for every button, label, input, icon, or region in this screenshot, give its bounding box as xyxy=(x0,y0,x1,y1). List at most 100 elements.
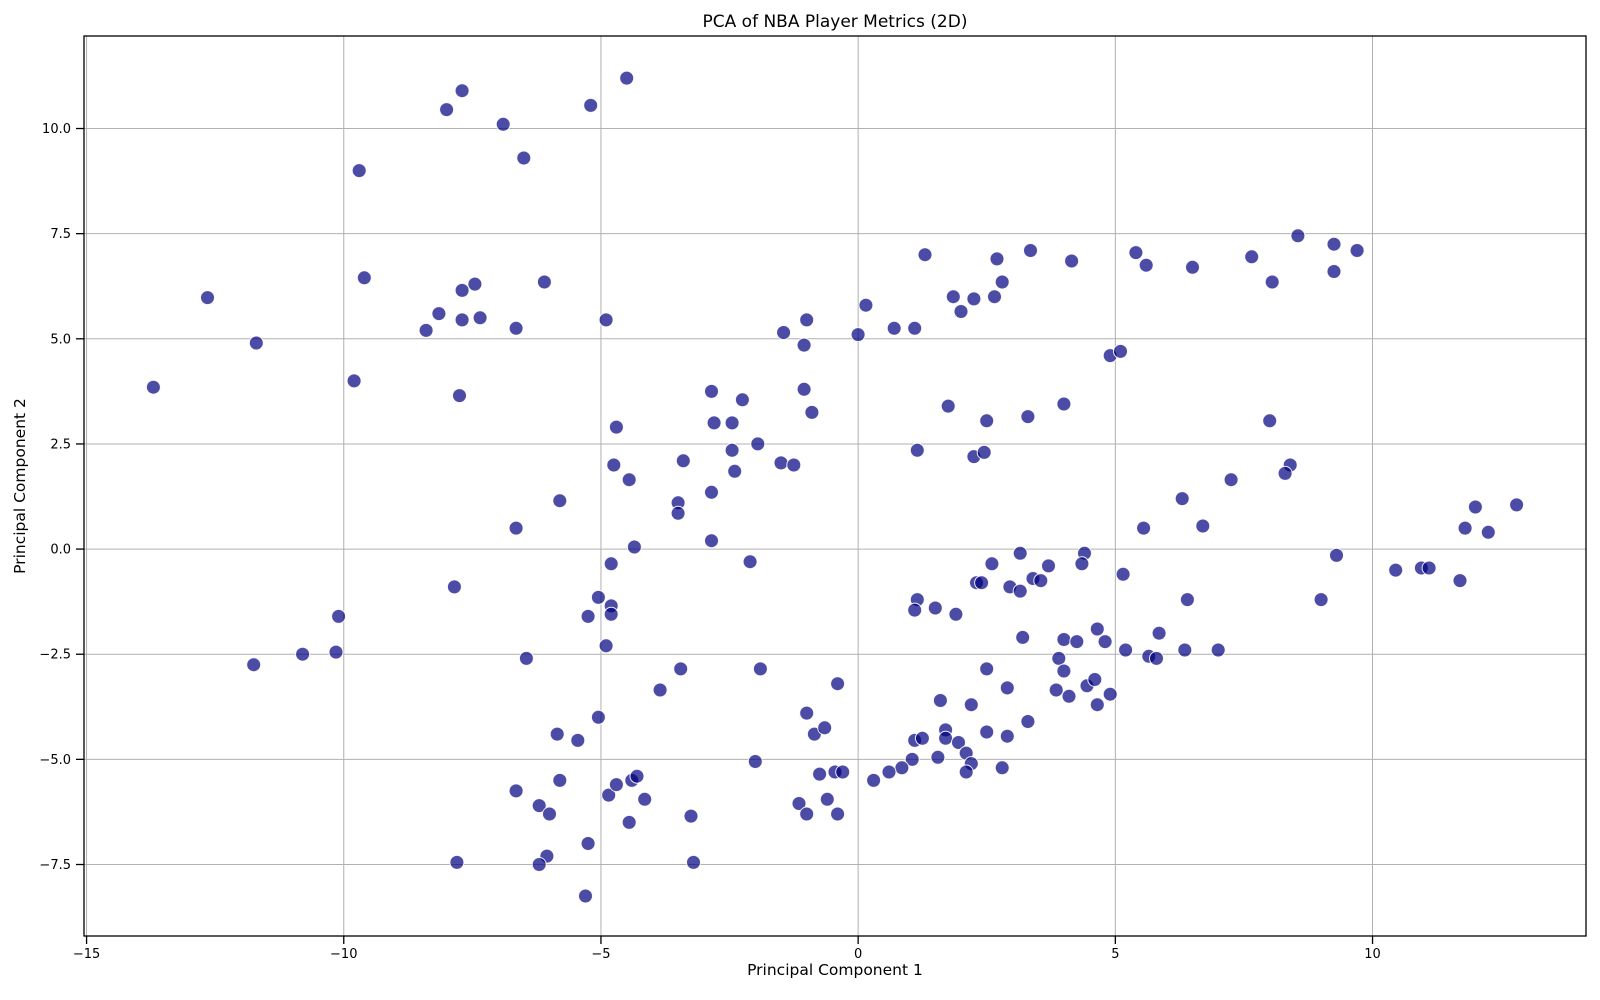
data-point xyxy=(1179,592,1195,608)
data-point xyxy=(773,455,789,471)
data-point xyxy=(598,312,614,328)
data-point xyxy=(917,247,933,263)
data-point xyxy=(1480,524,1496,540)
data-point xyxy=(1149,650,1164,666)
data-point xyxy=(531,798,547,814)
data-point xyxy=(637,791,653,807)
y-tick-label: 5.0 xyxy=(50,332,71,347)
data-point xyxy=(858,297,874,313)
data-point xyxy=(881,764,897,780)
data-point xyxy=(608,777,624,793)
data-point xyxy=(1056,632,1072,647)
data-point xyxy=(704,383,719,399)
data-point xyxy=(976,444,992,460)
data-point xyxy=(799,312,815,328)
x-tick-label: −15 xyxy=(73,947,100,962)
data-point xyxy=(580,836,596,851)
y-tick-label: 7.5 xyxy=(50,227,71,242)
data-point xyxy=(979,661,995,677)
data-point xyxy=(1097,634,1113,650)
data-point xyxy=(752,661,768,677)
data-point xyxy=(1069,634,1085,650)
scatter-points xyxy=(145,70,1525,904)
data-point xyxy=(948,606,964,622)
data-point xyxy=(1421,560,1437,576)
data-point xyxy=(601,787,617,803)
data-point xyxy=(1467,499,1483,515)
data-point xyxy=(328,644,344,660)
data-point xyxy=(742,554,758,570)
data-point xyxy=(549,726,565,742)
data-point xyxy=(734,392,750,408)
data-point xyxy=(776,325,792,340)
data-point xyxy=(804,404,820,420)
data-point xyxy=(495,116,511,132)
data-point xyxy=(1012,545,1028,561)
data-point xyxy=(984,556,1000,572)
axis-tick-labels: −15 −10 −5 0 5 10 −7.5 −5.0 −2.5 0.0 2.5 5.0 7.5 10.0 xyxy=(39,122,1380,962)
data-point xyxy=(927,600,943,616)
data-point xyxy=(1244,249,1260,265)
data-point xyxy=(1056,396,1072,412)
data-point xyxy=(796,381,812,397)
data-point xyxy=(439,102,455,118)
data-point xyxy=(994,274,1010,290)
data-point xyxy=(974,575,990,591)
data-point xyxy=(356,270,372,286)
data-point xyxy=(467,276,483,292)
plot-border xyxy=(83,35,1587,937)
data-point xyxy=(454,282,470,298)
data-point xyxy=(706,415,722,431)
data-point xyxy=(1061,688,1077,704)
data-point xyxy=(830,806,846,822)
data-point xyxy=(536,274,552,290)
y-tick-label: −5.0 xyxy=(39,753,71,768)
data-point xyxy=(1138,257,1154,273)
data-point xyxy=(724,415,740,431)
data-point xyxy=(248,335,264,351)
data-point xyxy=(979,724,995,740)
data-point xyxy=(1020,714,1036,729)
data-point xyxy=(1151,625,1167,641)
data-point xyxy=(331,608,347,624)
data-point xyxy=(938,730,954,746)
data-point xyxy=(652,682,668,698)
data-point xyxy=(1056,663,1072,679)
data-point xyxy=(1048,682,1064,698)
data-point xyxy=(994,760,1010,776)
data-point xyxy=(531,857,547,872)
data-point xyxy=(583,97,599,113)
data-point xyxy=(786,457,802,473)
data-point xyxy=(850,327,866,343)
data-point xyxy=(452,388,467,404)
data-point xyxy=(145,379,161,395)
x-tick-label: −10 xyxy=(330,947,357,962)
x-tick-label: 5 xyxy=(1111,947,1119,962)
data-point xyxy=(1020,409,1036,425)
data-point xyxy=(1118,642,1134,658)
data-point xyxy=(200,290,215,306)
x-tick-label: 10 xyxy=(1364,947,1381,962)
data-point xyxy=(1210,642,1226,658)
data-point xyxy=(1074,556,1090,572)
data-point xyxy=(508,320,524,336)
data-point xyxy=(346,373,362,389)
data-point xyxy=(675,453,691,469)
data-point xyxy=(552,493,568,509)
data-point xyxy=(966,291,982,307)
data-point xyxy=(1326,264,1342,279)
data-point xyxy=(619,70,635,86)
data-point xyxy=(979,413,995,429)
data-point xyxy=(516,150,532,166)
data-point xyxy=(1012,583,1028,599)
data-point xyxy=(886,320,902,336)
data-point xyxy=(351,163,367,179)
data-point xyxy=(508,783,524,799)
data-point xyxy=(907,602,923,618)
data-point xyxy=(552,772,568,788)
data-point xyxy=(1313,592,1329,608)
data-point xyxy=(1290,228,1306,244)
data-point xyxy=(295,646,311,662)
data-point xyxy=(603,556,619,572)
data-point xyxy=(472,310,488,326)
